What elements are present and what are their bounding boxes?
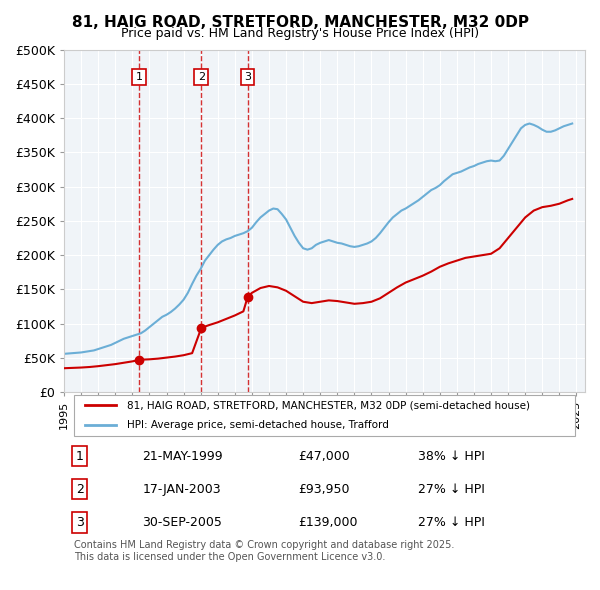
Text: Contains HM Land Registry data © Crown copyright and database right 2025.
This d: Contains HM Land Registry data © Crown c… [74,540,455,562]
Text: £139,000: £139,000 [298,516,358,529]
Text: 27% ↓ HPI: 27% ↓ HPI [418,483,485,496]
Text: 3: 3 [76,516,83,529]
Text: Price paid vs. HM Land Registry's House Price Index (HPI): Price paid vs. HM Land Registry's House … [121,27,479,40]
FancyBboxPatch shape [74,395,575,435]
Text: 3: 3 [244,72,251,82]
Text: 21-MAY-1999: 21-MAY-1999 [142,450,223,463]
Text: £47,000: £47,000 [298,450,350,463]
Text: 81, HAIG ROAD, STRETFORD, MANCHESTER, M32 0DP (semi-detached house): 81, HAIG ROAD, STRETFORD, MANCHESTER, M3… [127,400,530,410]
Text: HPI: Average price, semi-detached house, Trafford: HPI: Average price, semi-detached house,… [127,420,388,430]
Text: 17-JAN-2003: 17-JAN-2003 [142,483,221,496]
Text: 2: 2 [76,483,83,496]
Text: £93,950: £93,950 [298,483,350,496]
Text: 1: 1 [76,450,83,463]
Text: 81, HAIG ROAD, STRETFORD, MANCHESTER, M32 0DP: 81, HAIG ROAD, STRETFORD, MANCHESTER, M3… [71,15,529,30]
Text: 27% ↓ HPI: 27% ↓ HPI [418,516,485,529]
Text: 2: 2 [198,72,205,82]
Text: 38% ↓ HPI: 38% ↓ HPI [418,450,485,463]
Text: 30-SEP-2005: 30-SEP-2005 [142,516,222,529]
Text: 1: 1 [136,72,142,82]
